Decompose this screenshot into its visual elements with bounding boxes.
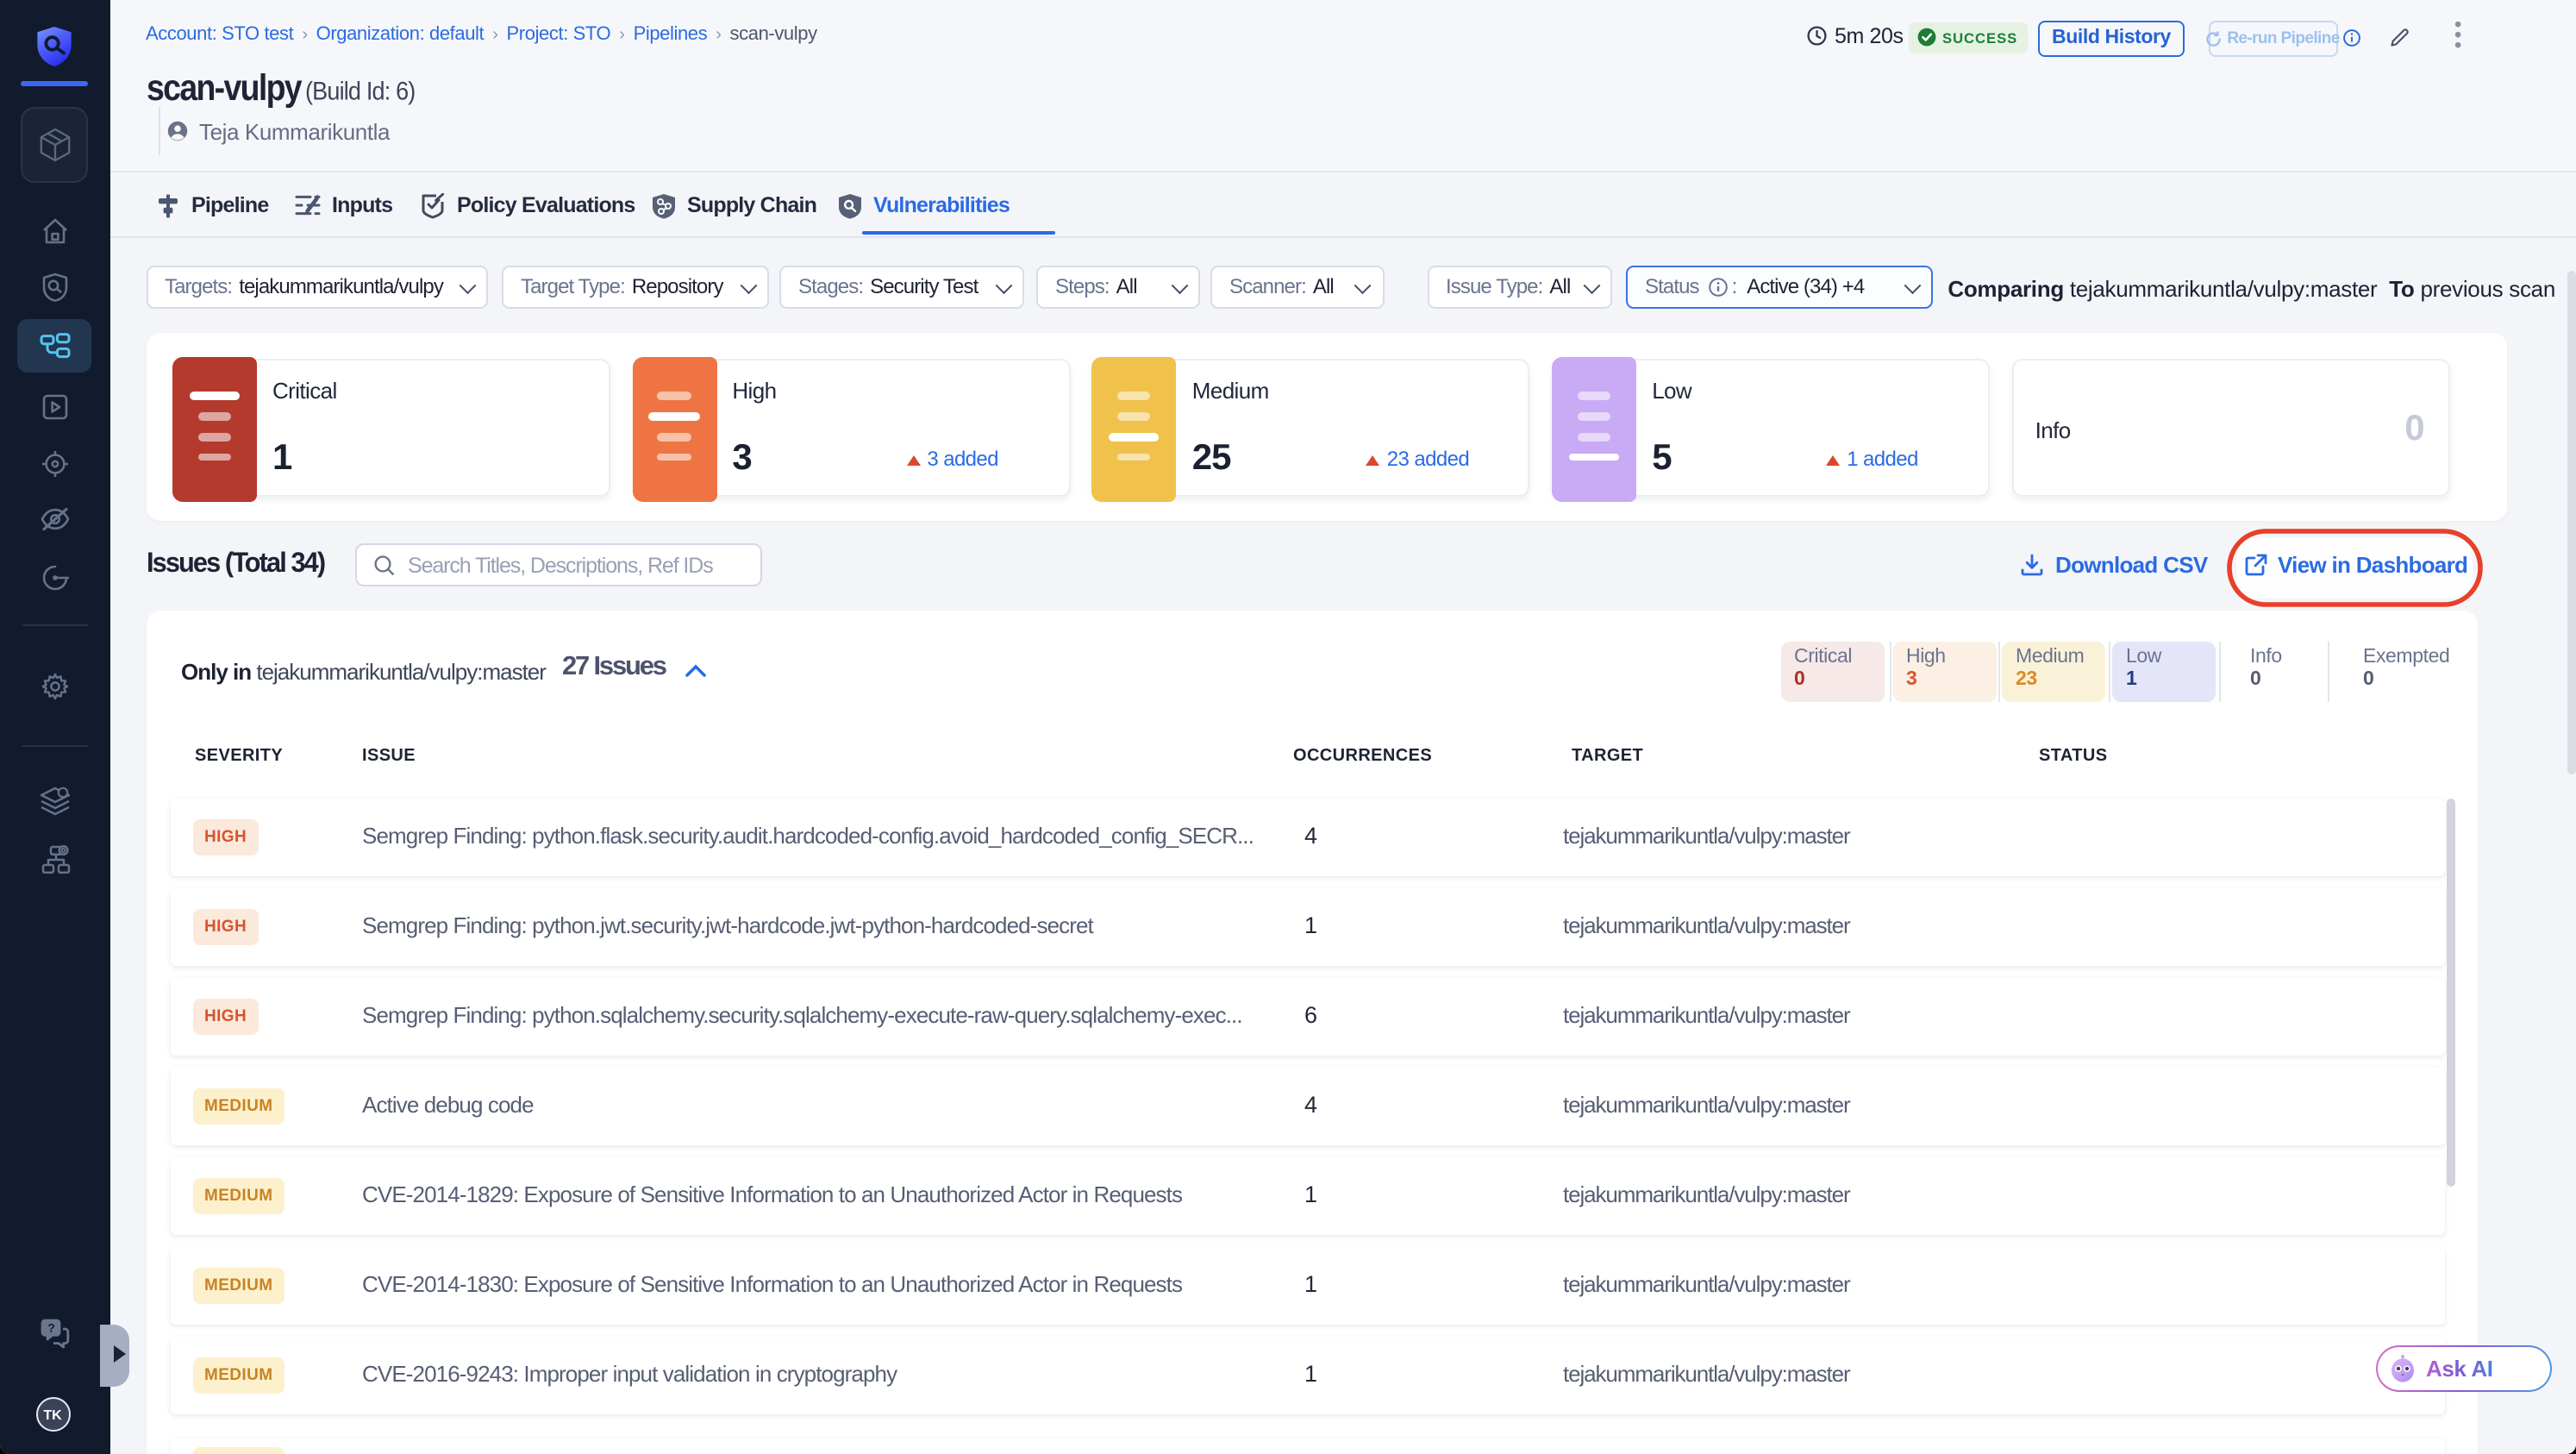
svg-text:?: ? — [47, 1321, 54, 1335]
